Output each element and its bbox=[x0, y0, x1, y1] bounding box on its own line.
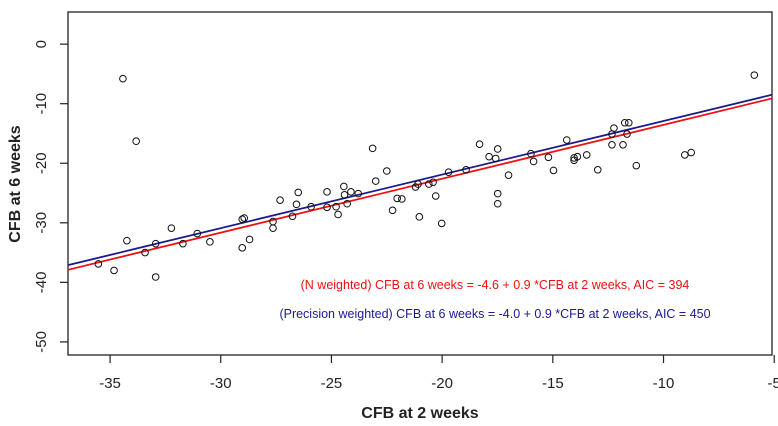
data-point bbox=[347, 188, 355, 196]
data-point bbox=[415, 213, 424, 221]
data-point bbox=[332, 202, 340, 211]
data-point bbox=[141, 248, 149, 257]
data-point bbox=[527, 149, 535, 158]
data-point bbox=[110, 266, 118, 275]
data-point bbox=[132, 137, 140, 146]
y-tick-label: -40 bbox=[33, 272, 50, 294]
data-point bbox=[340, 182, 348, 191]
data-point bbox=[238, 244, 247, 252]
data-point bbox=[544, 153, 553, 162]
data-point bbox=[238, 215, 247, 224]
x-tick-label: -10 bbox=[653, 375, 675, 392]
data-point bbox=[334, 210, 342, 219]
data-point bbox=[368, 144, 377, 153]
data-point bbox=[475, 140, 484, 148]
data-point bbox=[425, 180, 433, 188]
data-point bbox=[444, 168, 453, 176]
data-point bbox=[493, 189, 502, 198]
data-point bbox=[624, 118, 633, 127]
y-tick-label: -10 bbox=[33, 93, 50, 115]
y-axis-label: CFB at 6 weeks bbox=[7, 125, 24, 242]
regression-line-precision-weighted bbox=[67, 93, 773, 267]
data-point bbox=[485, 152, 493, 161]
data-points bbox=[94, 71, 759, 281]
data-point bbox=[151, 239, 160, 248]
data-point bbox=[680, 151, 689, 159]
data-point bbox=[623, 130, 631, 138]
x-tick-label: -15 bbox=[542, 375, 564, 392]
data-point bbox=[276, 196, 284, 204]
data-point bbox=[632, 161, 641, 170]
data-point bbox=[388, 206, 397, 215]
data-point bbox=[462, 166, 470, 174]
y-tick-label: 0 bbox=[33, 40, 50, 48]
data-point bbox=[193, 229, 202, 238]
data-point bbox=[429, 178, 437, 187]
data-point bbox=[340, 191, 349, 199]
data-point bbox=[608, 140, 616, 149]
x-axis-label: CFB at 2 weeks bbox=[361, 405, 478, 422]
data-point bbox=[398, 195, 406, 203]
data-point bbox=[288, 212, 297, 221]
data-point bbox=[123, 236, 131, 245]
data-point bbox=[562, 136, 571, 144]
data-point bbox=[582, 151, 591, 159]
data-point bbox=[119, 74, 127, 83]
data-point bbox=[493, 145, 502, 153]
x-axis: -35 -30 -25 -20 -15 -10 -5 bbox=[99, 355, 778, 392]
x-tick-label: -35 bbox=[99, 375, 121, 392]
data-point bbox=[240, 214, 249, 222]
data-point bbox=[610, 124, 618, 132]
y-tick-label: -20 bbox=[33, 152, 50, 174]
data-point bbox=[294, 188, 303, 197]
data-point bbox=[206, 238, 214, 246]
data-point bbox=[151, 273, 160, 281]
y-tick-label: -30 bbox=[33, 212, 50, 234]
data-point bbox=[491, 154, 500, 163]
data-point bbox=[382, 167, 391, 175]
data-point bbox=[292, 200, 301, 209]
data-point bbox=[343, 199, 351, 208]
data-point bbox=[620, 118, 629, 127]
data-point bbox=[437, 219, 446, 228]
data-point bbox=[493, 199, 502, 208]
annotation-n-weighted: (N weighted) CFB at 6 weeks = -4.6 + 0.9… bbox=[301, 278, 690, 292]
data-point bbox=[245, 235, 254, 244]
data-point bbox=[549, 166, 558, 175]
y-tick-label: -50 bbox=[33, 331, 50, 353]
x-tick-label: -30 bbox=[210, 375, 232, 392]
data-point bbox=[371, 177, 380, 185]
data-point bbox=[750, 71, 759, 79]
data-point bbox=[167, 224, 176, 232]
data-point bbox=[393, 194, 401, 203]
data-point bbox=[179, 239, 187, 248]
data-point bbox=[504, 171, 513, 179]
data-point bbox=[431, 192, 440, 200]
data-point bbox=[593, 166, 602, 174]
data-point bbox=[619, 140, 627, 149]
data-point bbox=[323, 188, 331, 196]
x-tick-label: -25 bbox=[321, 375, 343, 392]
data-point bbox=[269, 224, 277, 232]
data-point bbox=[687, 148, 695, 157]
data-point bbox=[94, 260, 103, 268]
data-point bbox=[307, 202, 315, 211]
data-point bbox=[573, 152, 582, 161]
x-tick-label: -5 bbox=[768, 375, 778, 392]
plot-frame bbox=[67, 11, 773, 356]
regression-lines bbox=[67, 93, 773, 271]
data-point bbox=[323, 203, 331, 212]
data-point bbox=[414, 180, 422, 188]
data-point bbox=[354, 189, 363, 198]
annotation-precision-weighted: (Precision weighted) CFB at 6 weeks = -4… bbox=[279, 307, 710, 321]
y-axis: 0 -10 -20 -30 -40 -50 bbox=[33, 40, 68, 353]
regression-line-n-weighted bbox=[67, 97, 773, 271]
x-tick-label: -20 bbox=[431, 375, 453, 392]
data-point bbox=[529, 157, 538, 166]
data-point bbox=[570, 154, 578, 162]
